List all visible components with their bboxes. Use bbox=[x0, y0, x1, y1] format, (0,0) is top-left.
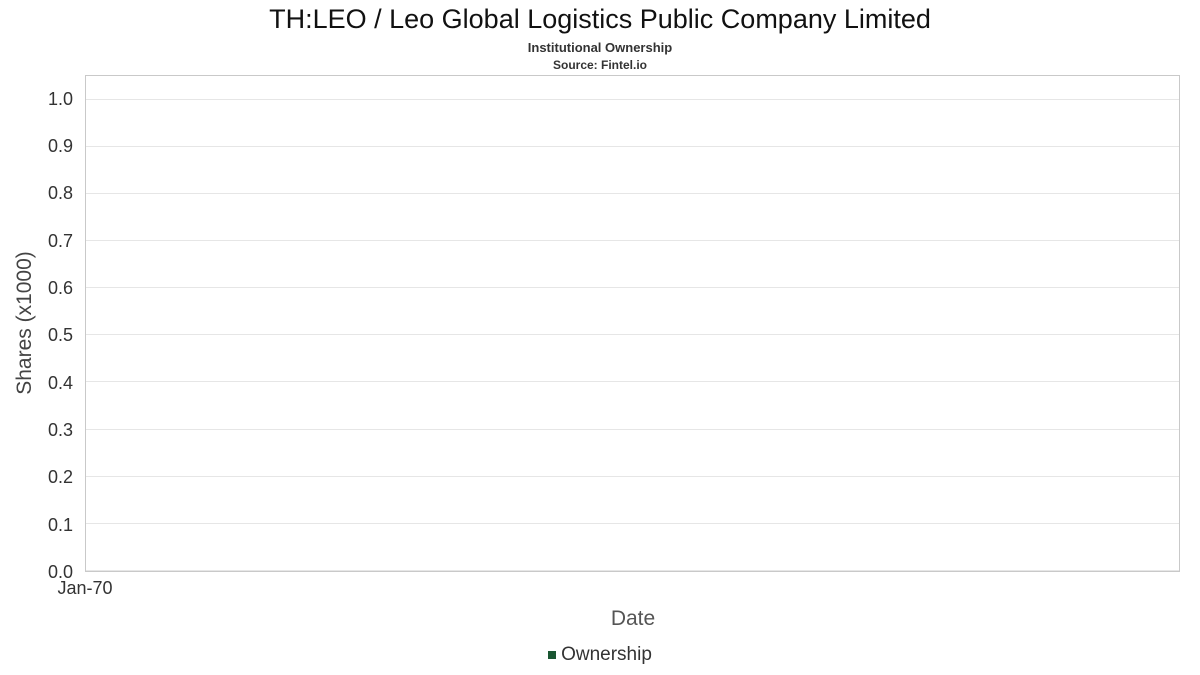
gridline bbox=[86, 334, 1179, 336]
y-tick-label: 0.9 bbox=[47, 136, 73, 156]
chart-subtitle: Institutional Ownership bbox=[527, 40, 673, 55]
y-tick-label: 0.6 bbox=[47, 278, 73, 298]
gridline bbox=[86, 522, 1179, 524]
gridline bbox=[86, 428, 1179, 430]
legend-item-ownership[interactable]: Ownership bbox=[548, 644, 652, 666]
y-tick-label: 0.8 bbox=[47, 183, 73, 204]
legend: Ownership bbox=[0, 644, 1200, 666]
gridline bbox=[86, 475, 1179, 477]
y-tick-label: 0.2 bbox=[47, 467, 73, 488]
chart-header: TH:LEO / Leo Global Logistics Public Com… bbox=[0, 0, 1200, 72]
gridline bbox=[86, 381, 1179, 383]
x-axis-title: Date bbox=[610, 607, 656, 630]
y-tick-label: 0.5 bbox=[47, 325, 73, 346]
gridline bbox=[86, 570, 1179, 571]
y-tick-label: 1.0 bbox=[47, 88, 73, 109]
legend-label: Ownership bbox=[561, 644, 652, 665]
y-tick-label: 0.1 bbox=[47, 514, 73, 535]
gridline bbox=[86, 192, 1179, 194]
x-tick-label: Jan-70 bbox=[57, 578, 113, 598]
page-title: TH:LEO / Leo Global Logistics Public Com… bbox=[269, 4, 931, 34]
gridline bbox=[86, 145, 1179, 147]
y-axis-ticks: 0.0 0.1 0.2 0.3 0.4 0.5 0.6 0.7 0.8 0.9 1.0 bbox=[0, 75, 79, 581]
gridline bbox=[86, 287, 1179, 289]
y-tick-label: 0.7 bbox=[47, 230, 73, 251]
gridline bbox=[86, 240, 1179, 241]
gridline bbox=[86, 98, 1179, 100]
y-tick-label: 0.0 bbox=[47, 562, 73, 582]
y-tick-label: 0.4 bbox=[47, 372, 73, 393]
legend-marker bbox=[548, 651, 557, 659]
y-tick-label: 0.3 bbox=[47, 420, 73, 440]
source-text: Source: Fintel.io bbox=[552, 58, 647, 72]
plot-area bbox=[85, 75, 1180, 572]
